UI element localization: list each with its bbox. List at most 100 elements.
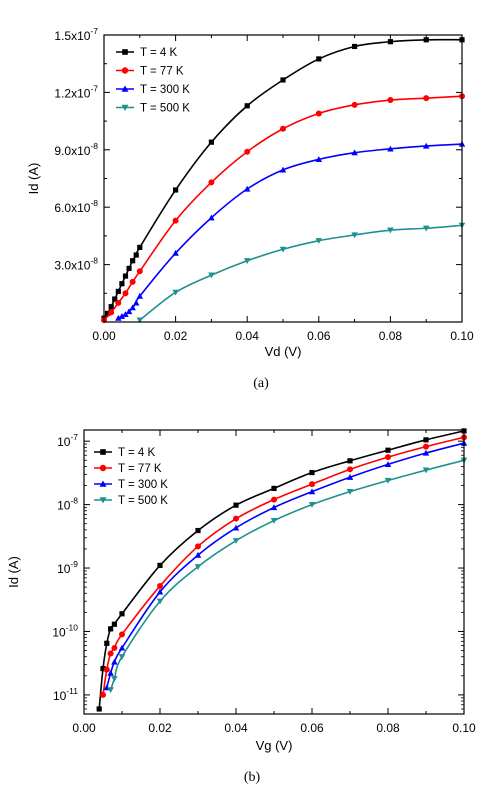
- series-line: [139, 224, 462, 321]
- data-point: [351, 149, 358, 156]
- data-point: [136, 292, 144, 299]
- data-point: [115, 314, 122, 321]
- series-line: [117, 143, 462, 319]
- data-point: [243, 185, 251, 192]
- data-point: [280, 125, 286, 132]
- data-point: [115, 288, 121, 294]
- data-point: [129, 278, 136, 285]
- data-point: [271, 496, 277, 503]
- x-tick-label: 0.06: [307, 329, 331, 343]
- data-point: [315, 238, 323, 244]
- figure-caption: (a): [253, 376, 269, 391]
- y-axis-title: Id (A): [6, 556, 21, 588]
- y-tick-label: 9.0x10-8: [54, 141, 98, 158]
- data-point: [108, 304, 114, 310]
- y-tick-label: 3.0x10-8: [54, 256, 98, 273]
- data-point: [423, 37, 429, 43]
- data-point: [112, 296, 118, 302]
- data-point: [423, 437, 429, 443]
- data-point: [119, 631, 125, 638]
- y-tick-label: 10-10: [52, 622, 78, 639]
- data-point: [172, 249, 179, 256]
- x-tick-label: 0.06: [300, 721, 324, 735]
- data-point: [125, 308, 133, 315]
- data-point: [130, 258, 136, 264]
- legend-marker: [99, 480, 107, 487]
- data-point: [232, 538, 240, 544]
- data-point: [271, 485, 277, 492]
- data-point: [346, 489, 354, 495]
- data-point: [137, 244, 143, 250]
- data-point: [351, 101, 358, 108]
- x-axis-title: Vg (V): [256, 738, 293, 753]
- data-point: [111, 658, 118, 665]
- data-point: [104, 310, 111, 316]
- data-point: [111, 621, 117, 627]
- data-point: [422, 225, 430, 232]
- data-point: [232, 524, 240, 531]
- data-point: [208, 179, 215, 186]
- legend-marker: [121, 104, 129, 111]
- data-point: [387, 97, 394, 104]
- data-point: [108, 309, 115, 316]
- data-point: [108, 626, 114, 632]
- chart-panel-b: 0.00 0.02 0.04 0.06 0.08 0.10 10-11 10-10 10-9 10…: [6, 428, 476, 785]
- data-point: [195, 527, 201, 534]
- data-point: [233, 515, 239, 522]
- y-tick-label: 10-8: [57, 496, 78, 513]
- y-tick-label: 1.2x10-7: [54, 83, 98, 100]
- data-point: [115, 299, 122, 306]
- x-axis-title: Vd (V): [265, 344, 302, 359]
- legend-label: T = 500 K: [118, 495, 168, 507]
- data-point: [122, 273, 129, 279]
- data-point: [308, 488, 316, 495]
- data-point: [111, 676, 118, 682]
- data-point: [243, 258, 251, 265]
- data-point: [118, 644, 126, 651]
- data-point: [133, 252, 139, 258]
- plot-frame: [103, 34, 463, 323]
- data-point: [387, 227, 394, 234]
- data-point: [423, 443, 429, 450]
- figure-caption: (b): [244, 770, 261, 785]
- data-point: [351, 232, 358, 239]
- chart-panel-a: 0.00 0.02 0.04 0.06 0.08 0.10 3.0x10-8 6.0x10-8…: [26, 26, 474, 391]
- x-tick-label: 0.02: [164, 329, 188, 343]
- data-point: [270, 504, 278, 511]
- series-line: [109, 459, 464, 691]
- data-point: [316, 56, 322, 62]
- legend-marker: [121, 67, 129, 74]
- data-point: [384, 477, 392, 484]
- data-point: [244, 103, 250, 109]
- x-tick-label: 0.08: [376, 721, 400, 735]
- data-point: [309, 481, 315, 488]
- series-line: [102, 436, 464, 696]
- data-point: [129, 304, 136, 311]
- data-point: [194, 564, 202, 570]
- x-tick-label: 0.10: [452, 721, 476, 735]
- x-tick-label: 0.04: [236, 329, 260, 343]
- data-point: [309, 469, 315, 476]
- data-point: [119, 611, 125, 617]
- data-point: [122, 311, 129, 317]
- data-point: [156, 588, 164, 595]
- data-point: [315, 110, 322, 117]
- data-point: [308, 502, 316, 508]
- data-point: [111, 644, 118, 651]
- legend-label: T = 300 K: [118, 479, 168, 491]
- legend-marker: [99, 464, 107, 472]
- data-point: [126, 265, 132, 272]
- data-point: [172, 289, 179, 296]
- data-point: [422, 467, 430, 474]
- legend-label: T = 77 K: [118, 463, 162, 475]
- legend-label: T = 300 K: [140, 84, 190, 96]
- data-point: [315, 156, 323, 162]
- data-point: [352, 43, 358, 50]
- data-point: [208, 139, 214, 145]
- data-point: [107, 669, 114, 676]
- legend-label: T = 500 K: [140, 103, 190, 115]
- data-point: [280, 77, 286, 83]
- data-point: [387, 145, 394, 152]
- y-tick-label: 10-7: [57, 432, 78, 449]
